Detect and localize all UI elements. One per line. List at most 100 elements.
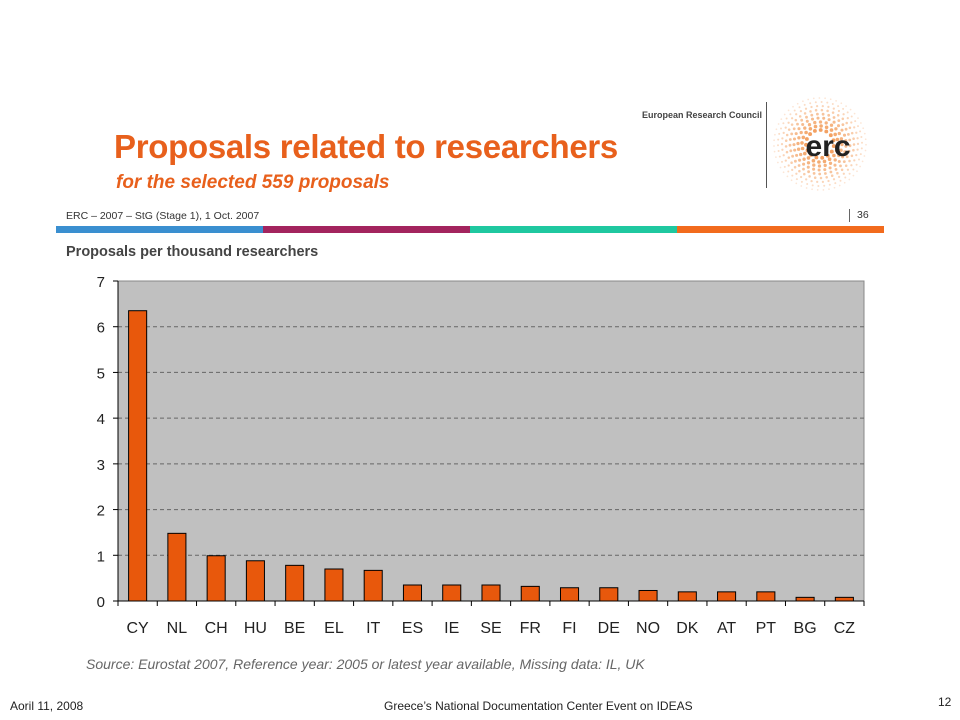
logo-dot xyxy=(839,137,844,141)
y-tick-label: 0 xyxy=(97,594,105,611)
logo-dot xyxy=(853,159,856,162)
plot-area xyxy=(117,280,865,602)
logo-dot xyxy=(775,128,778,131)
x-tick-label: AT xyxy=(717,620,736,637)
logo-dot xyxy=(795,182,798,185)
y-tick-label: 6 xyxy=(97,320,105,337)
logo-dot xyxy=(848,144,852,148)
logo-dot xyxy=(810,105,813,109)
logo-dot xyxy=(795,178,798,181)
strip-segment xyxy=(263,226,470,233)
logo-dot xyxy=(827,157,832,161)
logo-dot xyxy=(791,154,794,158)
logo-dot xyxy=(811,158,816,163)
logo-dot xyxy=(844,144,848,148)
logo-dot xyxy=(837,153,841,158)
logo-dot xyxy=(810,117,815,121)
x-tick-label: DK xyxy=(676,620,699,637)
logo-dot xyxy=(828,188,830,190)
logo-dot xyxy=(824,172,827,175)
logo-dot xyxy=(786,175,789,178)
logo-dot xyxy=(779,166,782,169)
logo-dot xyxy=(809,110,812,113)
footer-page-number: 12 xyxy=(938,695,952,709)
logo-dot xyxy=(837,109,841,113)
y-tick-label: 1 xyxy=(97,548,105,565)
logo-dot xyxy=(788,143,792,147)
logo-dot xyxy=(812,163,816,167)
logo-dot xyxy=(838,184,841,187)
logo-dot xyxy=(865,143,867,146)
logo-dot xyxy=(817,164,822,168)
logo-dot xyxy=(792,105,794,108)
grid-lines xyxy=(118,326,864,556)
logo-dot xyxy=(787,156,791,159)
logo-dot xyxy=(821,112,825,116)
logo-dot xyxy=(799,175,803,179)
logo-dot xyxy=(807,123,812,127)
logo-dot xyxy=(856,148,859,151)
logo-dot xyxy=(787,164,790,167)
logo-dot xyxy=(795,113,798,116)
logo-dot xyxy=(834,127,838,131)
logo-dot xyxy=(816,116,820,120)
logo-dot xyxy=(805,119,809,123)
logo-dot xyxy=(833,186,836,189)
logo-dot xyxy=(843,150,847,154)
logo-dot xyxy=(814,101,817,104)
x-tick-labels: CY NL CH HU BE EL IT ES IE SE FR FI DE NO DK AT PT BG CZ xyxy=(127,620,856,637)
logo-dot xyxy=(811,188,813,191)
logo-dot xyxy=(803,172,806,176)
logo-dot xyxy=(823,184,826,187)
logo-dot xyxy=(796,147,801,151)
logo-dot xyxy=(797,164,801,167)
logo-dot xyxy=(789,113,792,116)
logo-dot xyxy=(812,97,815,100)
logo-dot xyxy=(854,120,857,123)
logo-dot xyxy=(800,146,805,151)
logo-dot xyxy=(800,185,803,187)
logo-dot xyxy=(782,154,785,157)
logo-dot xyxy=(819,176,823,180)
logo-dot xyxy=(788,138,792,141)
logo-dot xyxy=(773,139,775,142)
logo-dot xyxy=(802,162,806,166)
logo-dot xyxy=(859,165,861,168)
bar xyxy=(363,569,383,602)
logo-dot xyxy=(812,167,816,171)
slide-title: Proposals related to researchers xyxy=(114,128,618,165)
logo-dot xyxy=(847,133,850,136)
logo-dot xyxy=(820,155,825,160)
logo-dot xyxy=(802,157,806,161)
logo-dot xyxy=(842,160,846,163)
logo-dot xyxy=(783,113,786,116)
logo-dot xyxy=(836,114,840,117)
logo-dot xyxy=(782,171,785,174)
logo-dot xyxy=(777,144,779,147)
logo-dot xyxy=(817,160,821,164)
logo-dot xyxy=(795,172,798,175)
x-tick-label: CY xyxy=(127,620,150,637)
logo-dot xyxy=(841,123,845,126)
logo-dot xyxy=(832,178,836,181)
logo-dot xyxy=(805,178,808,181)
logo-dot xyxy=(783,165,786,168)
logo-dot xyxy=(826,109,829,113)
x-tick-label: HU xyxy=(244,620,267,637)
logo-dot xyxy=(841,155,845,159)
logo-dot xyxy=(846,111,849,114)
y-tick-labels: 0 1 2 3 4 5 6 7 xyxy=(97,274,105,611)
strip-segment xyxy=(677,226,884,233)
logo-dot xyxy=(842,113,845,116)
logo-dot xyxy=(797,127,801,131)
logo-dot xyxy=(829,128,834,132)
bar xyxy=(167,532,187,602)
logo-dot xyxy=(818,128,823,132)
logo-dot xyxy=(848,178,851,181)
logo-dot xyxy=(782,122,785,125)
logo-dot xyxy=(855,153,858,157)
logo-dot xyxy=(837,175,841,179)
logo-dot xyxy=(833,163,837,167)
logo-dot xyxy=(812,172,816,175)
logo-dot xyxy=(790,117,794,120)
